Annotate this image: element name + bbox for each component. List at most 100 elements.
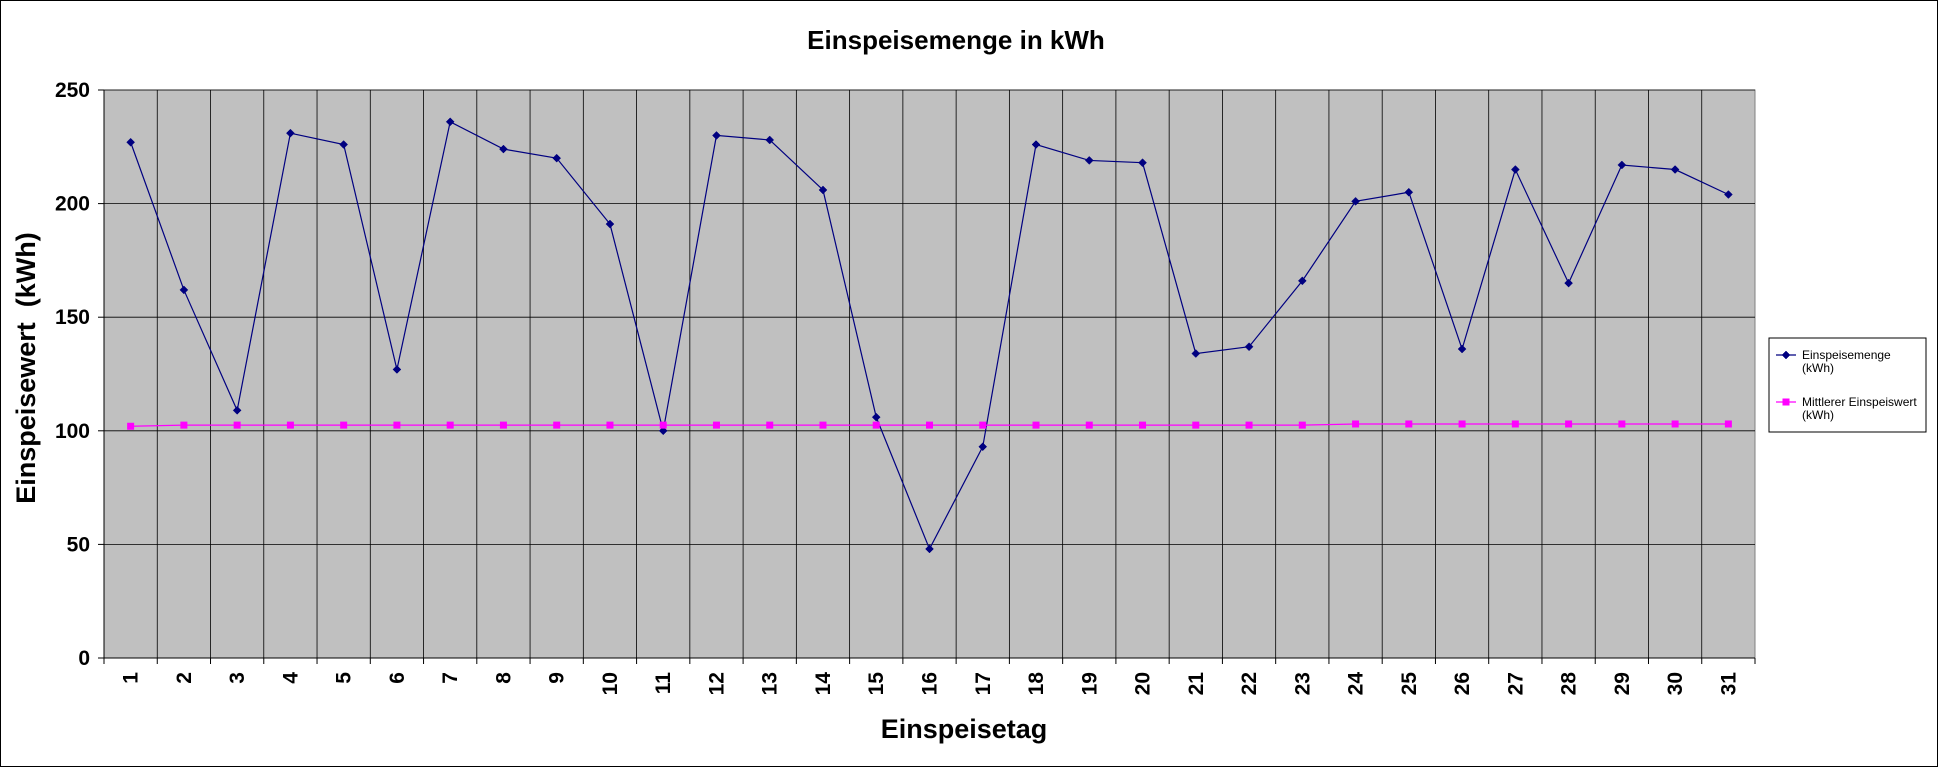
data-point-square xyxy=(1352,420,1360,428)
data-point-diamond xyxy=(765,135,775,145)
data-point-square xyxy=(340,421,348,429)
data-point-square xyxy=(553,421,561,429)
x-tick-label: 3 xyxy=(226,672,249,684)
data-point-diamond xyxy=(499,144,508,154)
data-point-square xyxy=(1671,420,1679,428)
x-tick-label: 1 xyxy=(120,672,143,684)
data-point-square xyxy=(393,421,401,429)
x-tick-label: 2 xyxy=(173,672,196,684)
data-point-square xyxy=(1458,420,1466,428)
x-tick-label: 25 xyxy=(1398,672,1421,696)
legend-marker xyxy=(1781,350,1791,360)
legend-marker xyxy=(1782,398,1790,406)
data-point-diamond xyxy=(232,405,242,415)
y-tick-label: 100 xyxy=(55,420,90,443)
y-axis-title: Einspeisewert (kWh) xyxy=(11,232,41,504)
data-point-diamond xyxy=(871,412,881,422)
x-tick-label: 8 xyxy=(492,672,515,684)
data-point-diamond xyxy=(286,128,295,138)
x-tick-label: 26 xyxy=(1451,672,1474,695)
data-point-square xyxy=(446,421,454,429)
plot-area xyxy=(103,89,1756,659)
data-point-diamond xyxy=(1510,165,1520,174)
x-axis-title: Einspeisetag xyxy=(881,714,1048,744)
data-point-square xyxy=(926,421,933,429)
data-point-diamond xyxy=(552,153,562,163)
data-point-square xyxy=(180,421,188,429)
data-point-diamond xyxy=(1564,278,1573,288)
series-1 xyxy=(126,117,1733,554)
data-point-diamond xyxy=(925,544,934,554)
x-tick-label: 17 xyxy=(972,672,995,695)
y-tick-label: 50 xyxy=(67,533,90,556)
data-point-diamond xyxy=(179,285,189,295)
y-tick-label: 0 xyxy=(78,647,90,670)
y-tick-label: 200 xyxy=(55,193,90,216)
data-point-square xyxy=(127,422,135,430)
data-point-square xyxy=(1405,420,1413,428)
data-point-diamond xyxy=(1191,349,1201,358)
y-tick-label: 250 xyxy=(55,79,90,102)
x-tick-label: 21 xyxy=(1185,672,1208,696)
data-point-square xyxy=(1511,420,1519,428)
data-point-diamond xyxy=(1084,156,1094,165)
data-point-square xyxy=(1032,421,1040,429)
data-point-diamond xyxy=(392,365,402,374)
data-point-diamond xyxy=(1031,140,1041,149)
data-point-square xyxy=(606,421,614,429)
data-point-square xyxy=(659,421,667,429)
legend-label: Einspeisemenge xyxy=(1802,348,1891,362)
series-layer xyxy=(126,117,1733,554)
data-point-diamond xyxy=(1724,190,1733,199)
x-tick-label: 7 xyxy=(439,672,462,684)
x-tick-label: 11 xyxy=(652,672,675,695)
x-tick-label: 4 xyxy=(279,672,302,684)
legend-label: Mittlerer Einspeiswert xyxy=(1802,395,1917,409)
x-tick-label: 16 xyxy=(919,672,942,695)
x-axis-ticks: 1 2 3 4 5 6 7 8 9 10 11 12 13 14 15 16 17 18 19 20 21 22 23 24 2… xyxy=(103,658,1756,696)
data-point-square xyxy=(819,421,827,429)
x-tick-label: 28 xyxy=(1558,672,1581,696)
legend-item-1: Einspeisemenge(kWh) xyxy=(1776,348,1891,375)
legend: Einspeisemenge(kWh)Mittlerer Einspeiswer… xyxy=(1768,337,1927,433)
x-tick-label: 18 xyxy=(1025,672,1048,696)
x-tick-label: 20 xyxy=(1132,672,1155,695)
x-tick-label: 24 xyxy=(1345,672,1368,696)
data-point-diamond xyxy=(1617,160,1627,170)
data-point-square xyxy=(1298,421,1306,429)
data-point-diamond xyxy=(339,140,349,149)
x-tick-label: 12 xyxy=(705,672,728,695)
y-axis-ticks: 0 50 100 150 200 250 xyxy=(55,79,104,670)
x-tick-label: 10 xyxy=(599,672,622,695)
x-tick-label: 27 xyxy=(1504,672,1527,695)
data-point-diamond xyxy=(1297,276,1307,286)
x-tick-label: 13 xyxy=(759,672,782,695)
data-point-square xyxy=(766,421,774,429)
data-point-square xyxy=(1192,421,1200,429)
data-point-square xyxy=(1245,421,1253,429)
data-point-square xyxy=(1139,421,1147,429)
data-point-diamond xyxy=(658,426,668,436)
x-tick-label: 5 xyxy=(333,672,356,684)
legend-item-2: Mittlerer Einspeiswert(kWh) xyxy=(1776,395,1917,422)
y-tick-label: 150 xyxy=(55,306,90,329)
x-tick-label: 23 xyxy=(1291,672,1314,695)
x-tick-label: 30 xyxy=(1664,672,1687,695)
x-tick-label: 19 xyxy=(1078,672,1101,695)
data-point-square xyxy=(1724,420,1732,428)
data-point-diamond xyxy=(1670,165,1680,174)
data-point-diamond xyxy=(818,185,828,195)
data-point-diamond xyxy=(978,442,988,452)
data-point-square xyxy=(1618,420,1626,428)
legend-label: (kWh) xyxy=(1802,408,1834,422)
data-point-diamond xyxy=(1351,196,1360,206)
x-tick-label: 6 xyxy=(386,672,409,684)
x-tick-label: 22 xyxy=(1238,672,1261,695)
data-point-square xyxy=(1565,420,1573,428)
data-point-diamond xyxy=(605,219,615,229)
data-point-diamond xyxy=(712,131,721,140)
x-tick-label: 14 xyxy=(812,672,835,696)
data-point-square xyxy=(1085,421,1093,429)
